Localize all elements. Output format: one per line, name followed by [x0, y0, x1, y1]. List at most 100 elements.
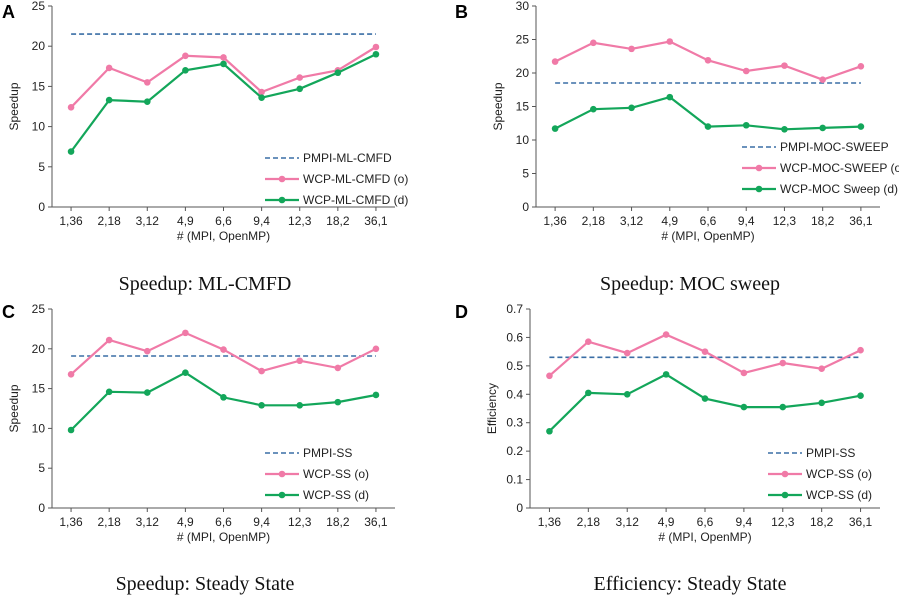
series-line: [70, 53, 377, 153]
legend-marker: [278, 175, 286, 183]
x-tick-label: 1,36: [538, 515, 562, 529]
y-tick-label: 5: [38, 160, 45, 174]
data-point: [296, 357, 304, 365]
x-tick-label: 6,6: [697, 515, 714, 529]
data-point: [143, 79, 151, 86]
data-point: [623, 390, 631, 398]
series-3: [551, 93, 865, 133]
x-axis-title: # (MPI, OpenMP): [661, 229, 754, 243]
legend-label: WCP-MOC Sweep (d): [780, 182, 898, 196]
legend-label: WCP-SS (d): [303, 488, 369, 502]
x-axis-title: # (MPI, OpenMP): [658, 530, 751, 544]
y-tick-label: 0: [38, 200, 45, 214]
data-point: [662, 371, 670, 378]
x-tick-label: 2,18: [97, 515, 121, 529]
data-point: [296, 85, 304, 93]
legend-marker: [278, 196, 286, 204]
data-point: [704, 123, 712, 130]
x-tick-label: 4,9: [661, 214, 678, 228]
data-point: [857, 123, 865, 130]
y-tick-label: 10: [32, 421, 46, 435]
data-point: [585, 389, 592, 397]
legend-marker: [781, 470, 789, 478]
data-point: [372, 43, 380, 51]
data-point: [546, 427, 553, 435]
panel-letter: B: [455, 2, 468, 22]
data-point: [701, 395, 709, 402]
data-point: [296, 402, 304, 409]
series-2: [546, 331, 864, 380]
series-line: [548, 333, 862, 377]
x-tick-label: 9,4: [736, 515, 753, 529]
data-point: [740, 369, 748, 377]
legend-label: WCP-MOC-SWEEP (o): [780, 161, 899, 175]
panel-caption: Efficiency: Steady State: [594, 573, 787, 595]
data-point: [818, 399, 825, 407]
data-point: [551, 58, 559, 65]
data-point: [781, 125, 788, 133]
x-tick-label: 6,6: [215, 214, 232, 228]
data-point: [701, 348, 709, 355]
x-tick-label: 3,12: [616, 515, 640, 529]
data-point: [334, 69, 342, 77]
data-point: [742, 67, 750, 75]
panel-caption: Speedup: ML-CMFD: [119, 273, 292, 295]
series-line: [70, 371, 377, 431]
y-tick-label: 0: [516, 501, 523, 515]
series-3: [67, 50, 380, 155]
x-tick-label: 12,3: [771, 515, 795, 529]
series-line: [70, 331, 377, 376]
x-tick-label: 9,4: [253, 214, 270, 228]
y-tick-label: 20: [516, 66, 530, 80]
x-axis-title: # (MPI, OpenMP): [177, 530, 270, 544]
data-point: [220, 394, 227, 401]
x-tick-label: 18,2: [326, 214, 350, 228]
data-point: [334, 398, 342, 406]
y-tick-label: 25: [516, 33, 530, 47]
data-point: [819, 76, 826, 83]
x-tick-label: 2,18: [582, 214, 606, 228]
y-tick-label: 0.5: [506, 359, 523, 373]
x-tick-label: 18,2: [810, 515, 834, 529]
y-tick-label: 5: [522, 167, 529, 181]
data-point: [628, 45, 635, 53]
x-tick-label: 12,3: [288, 515, 312, 529]
y-tick-label: 0.6: [506, 330, 523, 344]
data-point: [105, 64, 113, 72]
x-tick-label: 1,36: [59, 515, 83, 529]
legend-label: PMPI-ML-CMFD: [303, 151, 392, 165]
data-point: [551, 125, 559, 132]
y-axis-title: Speedup: [7, 384, 21, 432]
x-tick-label: 3,12: [136, 214, 160, 228]
x-tick-label: 4,9: [658, 515, 675, 529]
x-tick-label: 6,6: [700, 214, 717, 228]
legend-marker: [781, 491, 789, 499]
y-axis-title: Efficiency: [485, 383, 499, 434]
y-tick-label: 30: [516, 0, 530, 13]
y-tick-label: 0.3: [506, 416, 523, 430]
legend-marker: [755, 164, 763, 172]
legend-marker: [755, 185, 763, 193]
data-point: [67, 104, 75, 111]
legend-label: WCP-SS (o): [303, 467, 369, 481]
x-tick-label: 3,12: [620, 214, 644, 228]
data-point: [590, 105, 597, 113]
data-point: [666, 93, 674, 101]
y-tick-label: 0.1: [506, 473, 523, 487]
data-point: [258, 88, 265, 96]
series-2: [551, 38, 865, 83]
data-point: [704, 56, 712, 64]
panel-letter: A: [2, 2, 15, 22]
x-axis-title: # (MPI, OpenMP): [177, 229, 270, 243]
legend: PMPI-SS WCP-SS (o) WCP-SS (d): [768, 446, 872, 502]
legend-label: PMPI-MOC-SWEEP: [780, 140, 889, 154]
legend-label: PMPI-SS: [303, 446, 352, 460]
data-point: [742, 121, 750, 129]
y-tick-label: 0.4: [506, 387, 523, 401]
data-point: [740, 403, 748, 411]
data-point: [662, 331, 670, 338]
data-point: [857, 392, 864, 400]
data-point: [105, 96, 113, 104]
data-point: [857, 346, 864, 354]
